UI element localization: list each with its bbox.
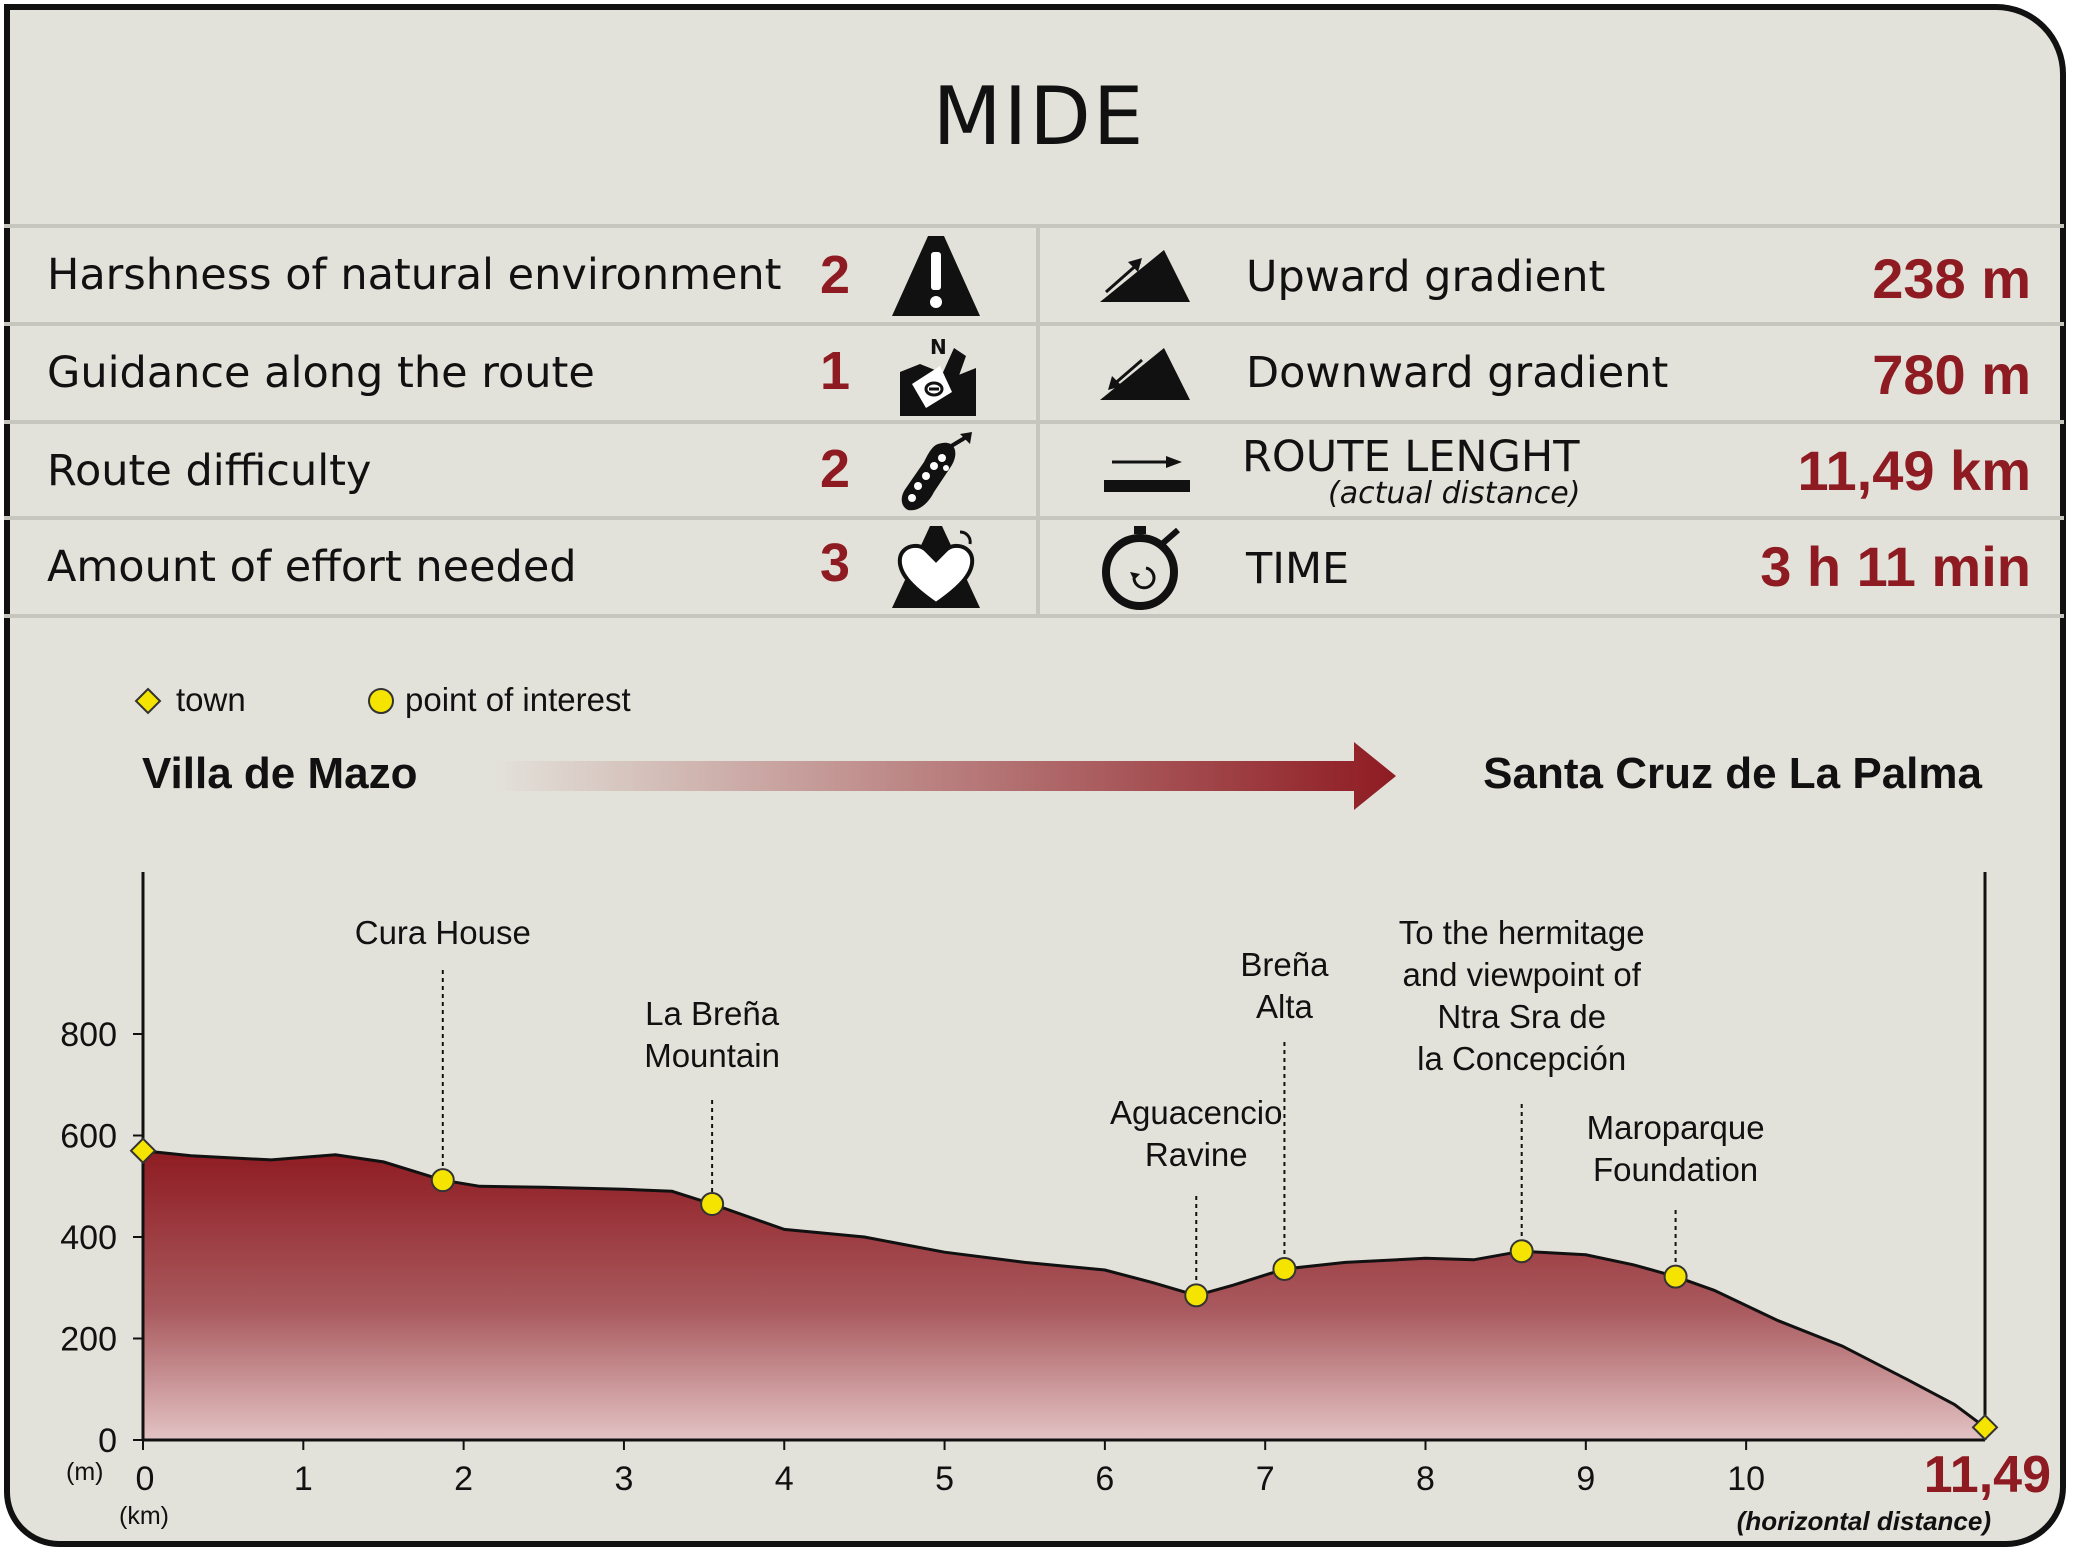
poi-label: Ntra Sra de — [1437, 998, 1606, 1035]
poi-marker — [1663, 1264, 1688, 1289]
x-tick-label: 9 — [1576, 1460, 1595, 1498]
y-tick-label: 200 — [60, 1321, 117, 1359]
stat-label-downward: Downward gradient — [1246, 348, 1669, 398]
poi-marker — [1272, 1256, 1297, 1281]
town-marker — [1971, 1413, 1999, 1441]
page-title: MIDE — [932, 70, 1146, 163]
poi-marker — [1184, 1283, 1209, 1308]
stat-sublabel-length: (actual distance) — [1328, 476, 1581, 511]
stat-value-downward: 780 m — [1872, 343, 2031, 406]
table-divider — [4, 322, 2064, 326]
mide-score-effort: 3 — [820, 533, 851, 593]
warning-mountain-icon — [892, 236, 980, 316]
poi-marker — [430, 1168, 455, 1193]
mide-score-harshness: 2 — [820, 245, 851, 305]
poi-label: Aguacencio — [1110, 1094, 1282, 1131]
elevation-line — [142, 1149, 1986, 1429]
x-tick-label: 6 — [1095, 1460, 1114, 1498]
stopwatch-icon — [1102, 526, 1180, 610]
poi-label: To the hermitage — [1399, 914, 1645, 951]
poi-label: La Breña — [645, 995, 780, 1032]
heart-mountain-icon — [892, 526, 980, 608]
stat-label-upward: Upward gradient — [1246, 252, 1606, 302]
table-divider — [4, 420, 2064, 424]
x-tick-label: 2 — [454, 1460, 473, 1498]
table-divider — [4, 516, 2064, 520]
mide-label-guidance: Guidance along the route — [47, 348, 595, 398]
poi-marker — [700, 1192, 725, 1217]
ascent-icon — [1100, 250, 1190, 302]
x-tick-label: 1 — [294, 1460, 313, 1498]
mide-score-difficulty: 2 — [820, 439, 851, 499]
mide-score-guidance: 1 — [820, 341, 851, 401]
table-column-divider — [1036, 224, 1040, 616]
route-end-label: Santa Cruz de La Palma — [1483, 749, 1982, 798]
table-divider — [4, 224, 2064, 228]
route-start-label: Villa de Mazo — [142, 749, 418, 798]
x-tick-label: 3 — [614, 1460, 633, 1498]
x-tick-label: 7 — [1256, 1460, 1275, 1498]
stat-value-time: 3 h 11 min — [1760, 535, 2031, 598]
x-tick-label: 10 — [1727, 1460, 1765, 1498]
distance-arrow-icon — [1104, 456, 1190, 492]
legend-town-label: town — [176, 681, 246, 718]
y-unit-label: (m) — [66, 1458, 103, 1486]
poi-label: Alta — [1256, 988, 1314, 1025]
x-unit-label: (km) — [119, 1502, 169, 1530]
elevation-area — [143, 1150, 1985, 1440]
poi-label: Mountain — [644, 1037, 780, 1074]
boot-print-icon — [901, 432, 972, 511]
town-marker — [129, 1137, 157, 1165]
poi-label: Ravine — [1145, 1136, 1248, 1173]
stat-value-length: 11,49 km — [1797, 439, 2031, 502]
poi-label: and viewpoint of — [1402, 956, 1641, 993]
legend-poi-label: point of interest — [405, 681, 631, 718]
poi-label: Cura House — [355, 914, 531, 951]
stat-label-time: TIME — [1246, 544, 1350, 594]
x-end-caption: (horizontal distance) — [1737, 1506, 1991, 1536]
x-tick-label: 4 — [775, 1460, 794, 1498]
route-direction-arrow-icon — [492, 742, 1396, 810]
poi-marker — [1509, 1239, 1534, 1264]
stat-value-upward: 238 m — [1872, 247, 2031, 310]
poi-label: Breña — [1240, 946, 1329, 983]
x-tick-label: 0 — [136, 1460, 155, 1498]
svg-text:N: N — [930, 335, 947, 359]
poi-label: Maroparque — [1587, 1109, 1765, 1146]
town-legend-icon — [134, 687, 162, 715]
mide-label-harshness: Harshness of natural environment — [47, 250, 782, 300]
map-compass-icon: N — [900, 335, 976, 416]
mide-label-difficulty: Route difficulty — [47, 446, 372, 496]
descent-icon — [1100, 348, 1190, 400]
mide-label-effort: Amount of effort needed — [47, 542, 577, 592]
x-end-value-label: 11,49 — [1924, 1446, 2051, 1504]
poi-label: Foundation — [1593, 1151, 1758, 1188]
poi-label: la Concepción — [1417, 1040, 1626, 1077]
x-tick-label: 8 — [1416, 1460, 1435, 1498]
stat-label-length: ROUTE LENGHT — [1242, 432, 1580, 482]
table-divider — [4, 614, 2064, 618]
x-tick-label: 5 — [935, 1460, 954, 1498]
y-tick-label: 0 — [98, 1422, 117, 1460]
y-tick-label: 600 — [60, 1118, 117, 1156]
y-tick-label: 800 — [60, 1016, 117, 1054]
y-tick-label: 400 — [60, 1219, 117, 1257]
poi-legend-icon — [368, 688, 394, 714]
